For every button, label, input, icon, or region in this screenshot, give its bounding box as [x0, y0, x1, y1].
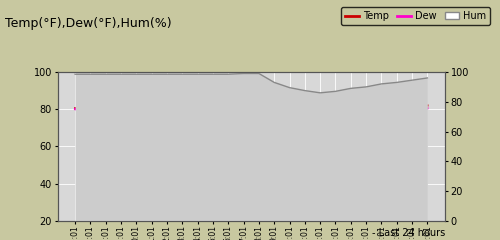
Text: Temp(°F),Dew(°F),Hum(%): Temp(°F),Dew(°F),Hum(%)	[5, 17, 172, 30]
Legend: Temp, Dew, Hum: Temp, Dew, Hum	[340, 7, 490, 25]
Text: - Last 24 hours: - Last 24 hours	[372, 228, 445, 238]
